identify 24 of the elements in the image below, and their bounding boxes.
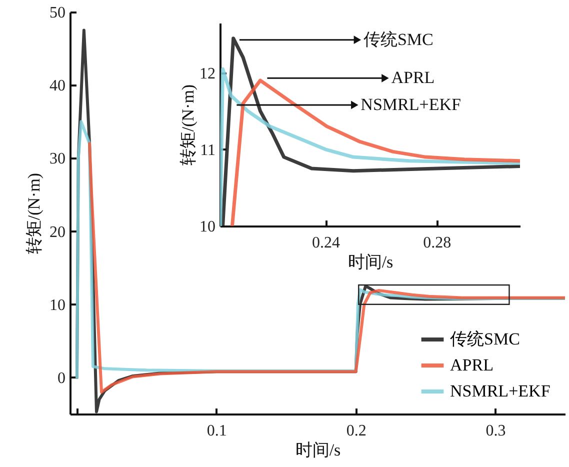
y-tick-label: 12 xyxy=(200,65,216,82)
legend-label: NSMRL+EKF xyxy=(450,382,550,400)
x-tick-label: 0.24 xyxy=(312,234,340,252)
y-tick-label: 10 xyxy=(50,296,66,314)
y-axis-title: 转矩/(N·m) xyxy=(178,84,198,166)
annotation: APRL xyxy=(391,68,435,88)
legend-label: APRL xyxy=(450,356,494,374)
x-tick-label: 0.1 xyxy=(206,422,227,440)
y-tick-label: 50 xyxy=(50,4,66,22)
y-axis-title: 转矩/(N·m) xyxy=(24,172,44,254)
x-axis-title: 时间/s xyxy=(348,252,394,272)
x-tick-label: 0.3 xyxy=(486,422,506,440)
y-tick-label: 10 xyxy=(200,218,216,236)
legend-label: 传统SMC xyxy=(450,330,520,348)
y-tick-label: 20 xyxy=(50,224,66,241)
y-tick-label: 11 xyxy=(200,142,216,159)
y-tick-label: 0 xyxy=(58,370,66,387)
x-tick-label: 0.28 xyxy=(423,234,452,252)
x-axis-title: 时间/s xyxy=(295,440,341,460)
x-tick-label: 0.2 xyxy=(346,422,366,440)
y-tick-label: 30 xyxy=(50,150,66,168)
annotation: NSMRL+EKF xyxy=(360,94,461,114)
y-tick-label: 40 xyxy=(50,78,66,95)
annotation: 传统SMC xyxy=(363,30,434,49)
